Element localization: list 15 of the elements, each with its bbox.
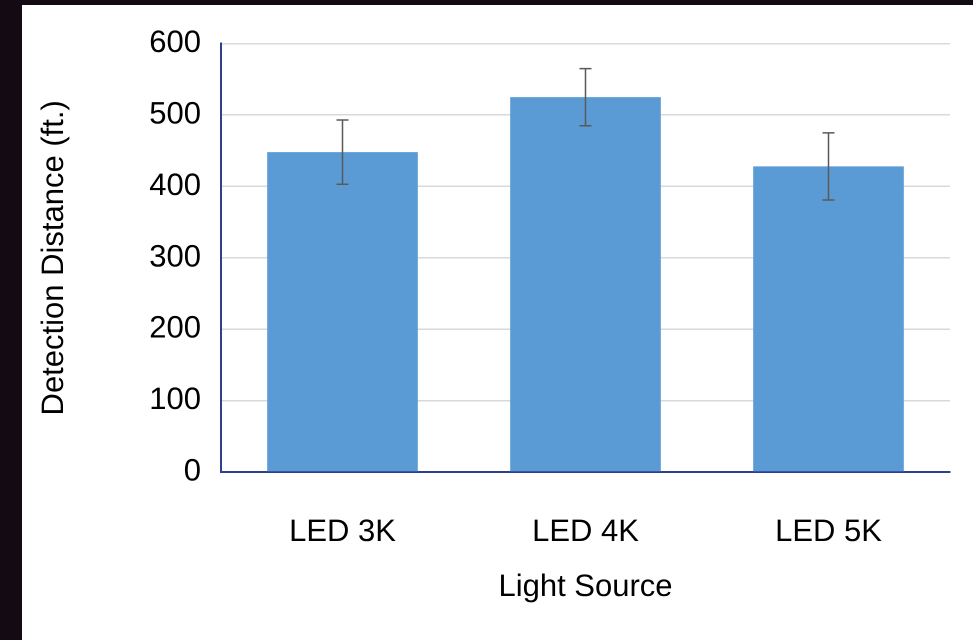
y-axis-title: Detection Distance (ft.) xyxy=(35,100,70,416)
y-tick-label: 400 xyxy=(149,166,201,202)
y-tick-label: 100 xyxy=(149,381,201,416)
x-tick-label: LED 4K xyxy=(532,513,640,548)
x-tick-label: LED 3K xyxy=(289,513,396,548)
y-tick-label: 0 xyxy=(184,452,201,488)
bar xyxy=(753,166,904,472)
y-tick-label: 600 xyxy=(149,24,201,60)
x-axis-title: Light Source xyxy=(498,568,673,603)
y-tick-label: 500 xyxy=(149,96,201,131)
x-tick-label: LED 5K xyxy=(775,513,882,548)
bar xyxy=(510,97,661,472)
bar xyxy=(267,152,418,472)
y-tick-label: 300 xyxy=(149,238,201,274)
y-tick-label: 200 xyxy=(149,310,201,345)
